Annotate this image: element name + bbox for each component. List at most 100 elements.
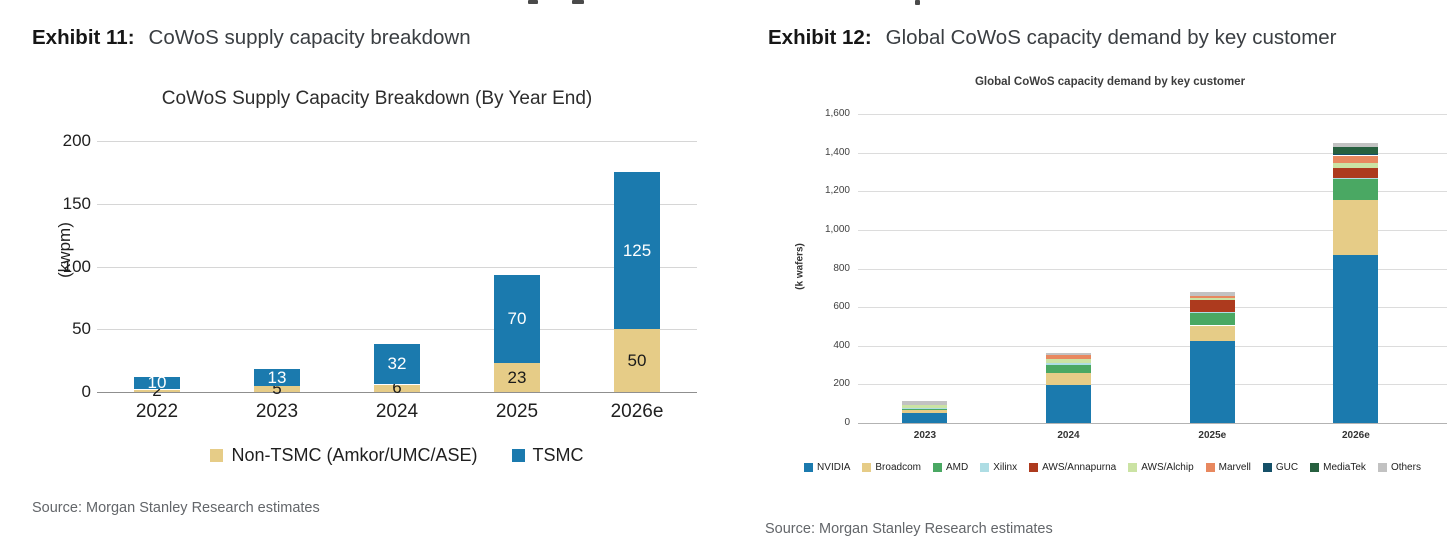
gridline (858, 114, 1447, 115)
bar-segment (1333, 163, 1379, 168)
y-tick-label: 0 (81, 382, 91, 401)
demand-chart-source: Source: Morgan Stanley Research estimate… (765, 521, 1053, 537)
bar-segment (1046, 365, 1091, 373)
gridline (858, 307, 1447, 308)
y-tick-label: 200 (833, 378, 850, 389)
exhibit-11-heading: Exhibit 11: CoWoS supply capacity breakd… (32, 26, 471, 50)
gridline (858, 384, 1447, 385)
legend-label: MediaTek (1323, 462, 1366, 473)
supply-chart-source: Source: Morgan Stanley Research estimate… (32, 500, 320, 516)
legend-swatch (1262, 463, 1272, 472)
bar-segment (494, 363, 540, 392)
x-category-label: 2024 (1057, 430, 1080, 441)
legend-swatch (862, 463, 872, 472)
legend-item: Others (1377, 462, 1421, 473)
demand-chart-title: Global CoWoS capacity demand by key cust… (974, 76, 1246, 88)
y-tick-label: 1,600 (824, 108, 850, 119)
bar-segment (254, 369, 300, 386)
legend-item: Xilinx (980, 462, 1017, 473)
y-tick-label: 50 (72, 319, 91, 338)
legend-swatch (1377, 463, 1387, 472)
bar-segment (1189, 295, 1235, 299)
bar-segment (1046, 363, 1091, 365)
bar-segment (1189, 298, 1235, 301)
y-tick-label: 1,000 (824, 224, 850, 235)
bar-segment (902, 404, 948, 408)
bar-segment (902, 400, 948, 405)
bar-segment (1333, 153, 1379, 156)
bar-segment (374, 384, 420, 392)
legend-item: AWS/Annapurna (1029, 462, 1116, 473)
legend-label: AWS/Annapurna (1042, 462, 1117, 473)
bar-segment (1333, 155, 1379, 164)
y-tick-label: 400 (833, 340, 850, 351)
legend-label: NVIDIA (817, 462, 851, 473)
bar-segment (1189, 325, 1235, 341)
bar-segment (134, 376, 180, 390)
legend-item: Marvell (1205, 462, 1251, 473)
bar-segment (1046, 355, 1091, 360)
cropped-text-artifact (915, 0, 920, 5)
legend-label: AMD (945, 462, 969, 473)
bar-value-label: 50 (627, 350, 647, 370)
bar-segment (1333, 199, 1379, 255)
legend-label: Xilinx (993, 462, 1018, 473)
bar-segment (902, 409, 948, 414)
bar-segment (614, 329, 660, 393)
legend-swatch (1310, 463, 1320, 472)
x-category-label: 2025 (495, 401, 539, 422)
legend-label: Non-TSMC (Amkor/UMC/ASE) (231, 445, 478, 465)
legend-item: GUC (1262, 462, 1299, 473)
exhibit-12-label: Exhibit 12: (768, 26, 872, 49)
cropped-text-artifact (528, 0, 538, 4)
legend-swatch (1128, 463, 1138, 472)
supply-chart-legend: Non-TSMC (Amkor/UMC/ASE) TSMC (97, 445, 697, 466)
bar-segment (1189, 311, 1235, 313)
x-category-label: 2026e (610, 401, 664, 422)
x-category-label: 2025e (1198, 430, 1227, 441)
bar-segment (374, 344, 420, 385)
supply-chart-title: CoWoS Supply Capacity Breakdown (By Year… (161, 88, 593, 109)
gridline (858, 191, 1447, 192)
legend-label: TSMC (532, 445, 584, 465)
legend-swatch (980, 463, 990, 472)
bar-value-label: 6 (392, 378, 402, 398)
bar-segment (1189, 340, 1235, 423)
gridline (858, 269, 1447, 270)
gridline (97, 329, 697, 330)
exhibit-11-label: Exhibit 11: (32, 26, 135, 49)
x-category-label: 2024 (375, 401, 419, 422)
legend-label: Others (1390, 462, 1421, 473)
x-category-label: 2026e (1341, 430, 1370, 441)
y-tick-label: 1,400 (824, 147, 850, 158)
bar-segment (134, 389, 180, 392)
bar-segment (1333, 177, 1379, 179)
bar-segment (1189, 300, 1235, 312)
legend-item: MediaTek (1310, 462, 1366, 473)
legend-swatch (804, 463, 814, 472)
bar-segment (1046, 385, 1091, 423)
bar-segment (1333, 255, 1379, 423)
bar-segment (1333, 146, 1379, 154)
legend-item: AMD (932, 462, 969, 473)
gridline (858, 423, 1447, 424)
legend-item: AWS/Alchip (1128, 462, 1194, 473)
exhibit-11-title: CoWoS supply capacity breakdown (148, 26, 471, 49)
legend-label: GUC (1275, 462, 1299, 473)
legend-label: AWS/Alchip (1141, 462, 1194, 473)
bar-segment (1333, 143, 1379, 147)
bar-value-label: 70 (507, 309, 527, 329)
legend-swatch (932, 463, 942, 472)
gridline (97, 392, 697, 393)
legend-item: Broadcom (862, 462, 921, 473)
demand-chart-legend: NVIDIA Broadcom AMD Xilinx AWS/Annapurna AWS/… (775, 462, 1450, 473)
x-category-label: 2022 (135, 401, 179, 422)
bar-segment (254, 385, 300, 392)
y-tick-label: 0 (844, 417, 850, 428)
bar-segment (1046, 352, 1091, 356)
bar-value-label: 23 (507, 367, 527, 387)
gridline (858, 153, 1447, 154)
